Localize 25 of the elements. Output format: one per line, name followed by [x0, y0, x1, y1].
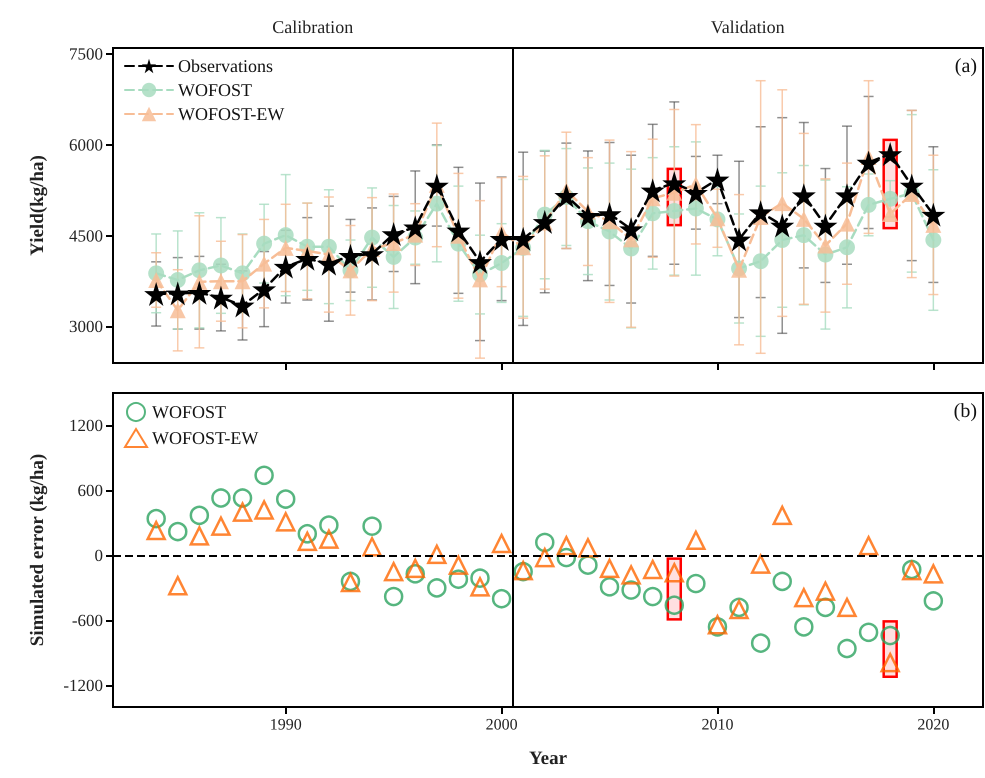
- legend-label: Observations: [178, 56, 273, 76]
- y-tick-label: 7500: [69, 44, 103, 64]
- y-axis-title: Yield(kg/ha): [27, 155, 48, 256]
- legend-label: WOFOST-EW: [178, 104, 284, 124]
- annotation: (b): [954, 400, 978, 422]
- text: Calibration: [272, 17, 354, 37]
- x-axis-title: Year: [529, 748, 568, 769]
- text: Validation: [710, 17, 785, 37]
- legend-label: WOFOST: [178, 80, 252, 100]
- y-axis-title: Simulated error (kg/ha): [27, 454, 48, 646]
- y-tick-label: -600: [72, 610, 103, 630]
- x-tick-label: 2000: [486, 716, 518, 734]
- annotation: (a): [954, 55, 978, 77]
- legend-label: WOFOST-EW: [152, 428, 258, 448]
- y-tick-label: 0: [94, 546, 103, 565]
- y-tick-label: 1200: [69, 416, 103, 435]
- y-tick-label: 6000: [69, 135, 103, 154]
- y-tick-label: 3000: [69, 317, 103, 336]
- x-tick-label: 2010: [701, 716, 734, 734]
- x-tick-label: 1990: [270, 716, 302, 734]
- y-tick-label: -1200: [63, 676, 103, 695]
- legend-label: WOFOST: [152, 402, 226, 422]
- y-tick-label: 600: [78, 480, 103, 500]
- x-tick-label: 2020: [917, 716, 950, 734]
- y-tick-label: 4500: [69, 226, 103, 246]
